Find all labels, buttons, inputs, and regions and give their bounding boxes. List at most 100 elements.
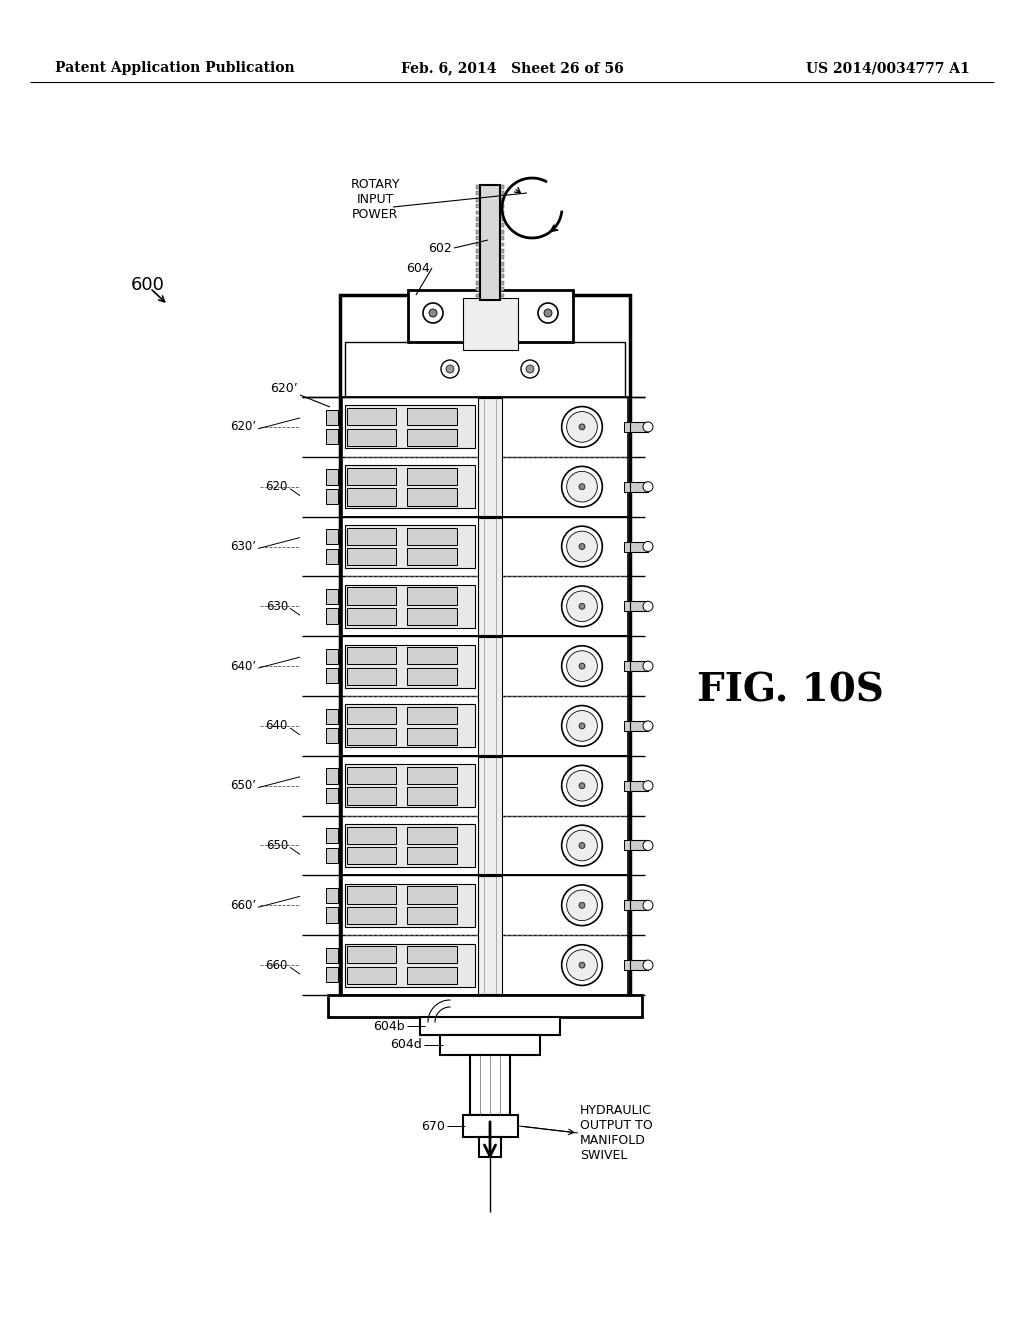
Bar (476, 191, 504, 195)
Circle shape (562, 884, 602, 925)
Bar (326, 828, 338, 843)
Circle shape (643, 960, 653, 970)
Bar (476, 230, 504, 234)
Bar (476, 205, 504, 209)
Bar (478, 638, 502, 755)
Bar (408, 647, 457, 664)
Bar (408, 408, 457, 425)
Bar (347, 847, 396, 865)
Bar (326, 589, 338, 605)
Bar (478, 399, 502, 516)
Circle shape (566, 591, 597, 622)
Circle shape (538, 304, 558, 323)
Bar (347, 907, 396, 924)
Text: 620: 620 (265, 480, 288, 494)
Bar (342, 516, 628, 636)
Bar (347, 647, 396, 664)
Circle shape (566, 890, 597, 920)
Bar (408, 708, 457, 725)
Bar (624, 841, 632, 850)
Circle shape (566, 830, 597, 861)
Bar (345, 764, 475, 808)
Bar (326, 709, 338, 723)
Bar (408, 488, 457, 506)
Bar (347, 966, 396, 983)
Bar (624, 422, 632, 432)
Bar (440, 1035, 540, 1055)
Bar (347, 548, 396, 565)
Bar (345, 705, 475, 747)
Circle shape (643, 422, 653, 432)
Bar (480, 185, 500, 300)
Bar (630, 960, 648, 970)
Circle shape (566, 950, 597, 981)
Bar (342, 397, 628, 516)
Bar (408, 788, 457, 805)
Bar (326, 470, 338, 484)
Bar (408, 886, 457, 904)
Bar (624, 780, 632, 791)
Text: HYDRAULIC
OUTPUT TO
MANIFOLD
SWIVEL: HYDRAULIC OUTPUT TO MANIFOLD SWIVEL (580, 1104, 652, 1162)
Bar (470, 1055, 510, 1115)
Bar (630, 482, 648, 492)
Bar (476, 288, 504, 290)
Bar (345, 884, 475, 927)
Bar (345, 944, 475, 986)
Text: Patent Application Publication: Patent Application Publication (55, 61, 295, 75)
Bar (476, 281, 504, 285)
Bar (342, 756, 628, 875)
Bar (326, 948, 338, 964)
Circle shape (446, 366, 454, 374)
Circle shape (544, 309, 552, 317)
Circle shape (579, 424, 585, 430)
Circle shape (566, 531, 597, 562)
Bar (347, 788, 396, 805)
Bar (624, 602, 632, 611)
Bar (463, 1115, 518, 1137)
Circle shape (643, 900, 653, 911)
Bar (347, 408, 396, 425)
Circle shape (579, 603, 585, 610)
Circle shape (579, 903, 585, 908)
Bar (408, 966, 457, 983)
Circle shape (579, 723, 585, 729)
Bar (463, 298, 518, 350)
Text: 650’: 650’ (230, 779, 256, 792)
Bar (624, 661, 632, 671)
Bar (347, 467, 396, 484)
Bar (326, 888, 338, 903)
Circle shape (562, 945, 602, 986)
Bar (624, 900, 632, 911)
Text: US 2014/0034777 A1: US 2014/0034777 A1 (806, 61, 970, 75)
Bar (476, 198, 504, 202)
Circle shape (643, 661, 653, 671)
Bar (326, 649, 338, 664)
Circle shape (562, 586, 602, 627)
Bar (630, 841, 648, 850)
Text: 640: 640 (265, 719, 288, 733)
Text: 660: 660 (265, 958, 288, 972)
Bar (326, 668, 338, 684)
Bar (408, 946, 457, 964)
Bar (326, 488, 338, 504)
Bar (476, 268, 504, 272)
Text: 604d: 604d (390, 1039, 422, 1052)
Bar (326, 529, 338, 544)
Circle shape (562, 706, 602, 746)
Bar (340, 294, 630, 995)
Bar (326, 968, 338, 982)
Bar (326, 549, 338, 564)
Bar (347, 429, 396, 446)
Bar (326, 729, 338, 743)
Circle shape (579, 544, 585, 549)
Circle shape (566, 412, 597, 442)
Text: 630’: 630’ (230, 540, 256, 553)
Bar (408, 587, 457, 605)
Bar (347, 708, 396, 725)
Bar (630, 602, 648, 611)
Bar (345, 824, 475, 867)
Bar (476, 249, 504, 252)
Bar (347, 668, 396, 685)
Text: 602: 602 (428, 242, 452, 255)
Text: FIG. 10S: FIG. 10S (696, 671, 884, 709)
